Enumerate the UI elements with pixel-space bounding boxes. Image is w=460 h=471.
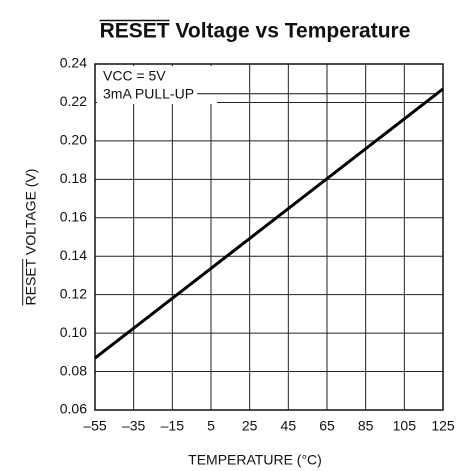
x-tick-label: –55 [83,418,107,434]
x-tick-label: 5 [207,418,215,434]
y-tick-label: 0.10 [60,324,87,340]
y-tick-label: 0.12 [60,285,87,301]
y-tick-label: 0.20 [60,132,87,148]
y-tick-label: 0.08 [60,362,87,378]
plot-frame [94,63,444,411]
x-tick-label: 65 [319,418,335,434]
x-tick-label: 25 [242,418,258,434]
x-tick-label: 85 [358,418,374,434]
y-tick-label: 0.18 [60,170,87,186]
annotation-bg [97,66,217,104]
annotation: VCC = 5V [103,68,166,84]
x-tick-label: 45 [281,418,297,434]
x-tick-label: –35 [122,418,146,434]
chart-title: RESET Voltage vs Temperature [100,20,411,43]
data-line [94,87,444,360]
y-tick-label: 0.14 [60,247,87,263]
y-tick-label: 0.06 [60,401,87,417]
x-tick-label: 105 [393,418,417,434]
annotation: 3mA PULL-UP [103,86,194,102]
y-tick-label: 0.16 [60,208,87,224]
y-tick-label: 0.22 [60,93,87,109]
y-axis-label: RESET VOLTAGE (V) [23,169,39,306]
x-tick-label: 125 [431,418,455,434]
y-tick-label: 0.24 [60,55,87,71]
x-tick-label: –15 [161,418,185,434]
x-axis-label: TEMPERATURE (°C) [188,452,322,468]
